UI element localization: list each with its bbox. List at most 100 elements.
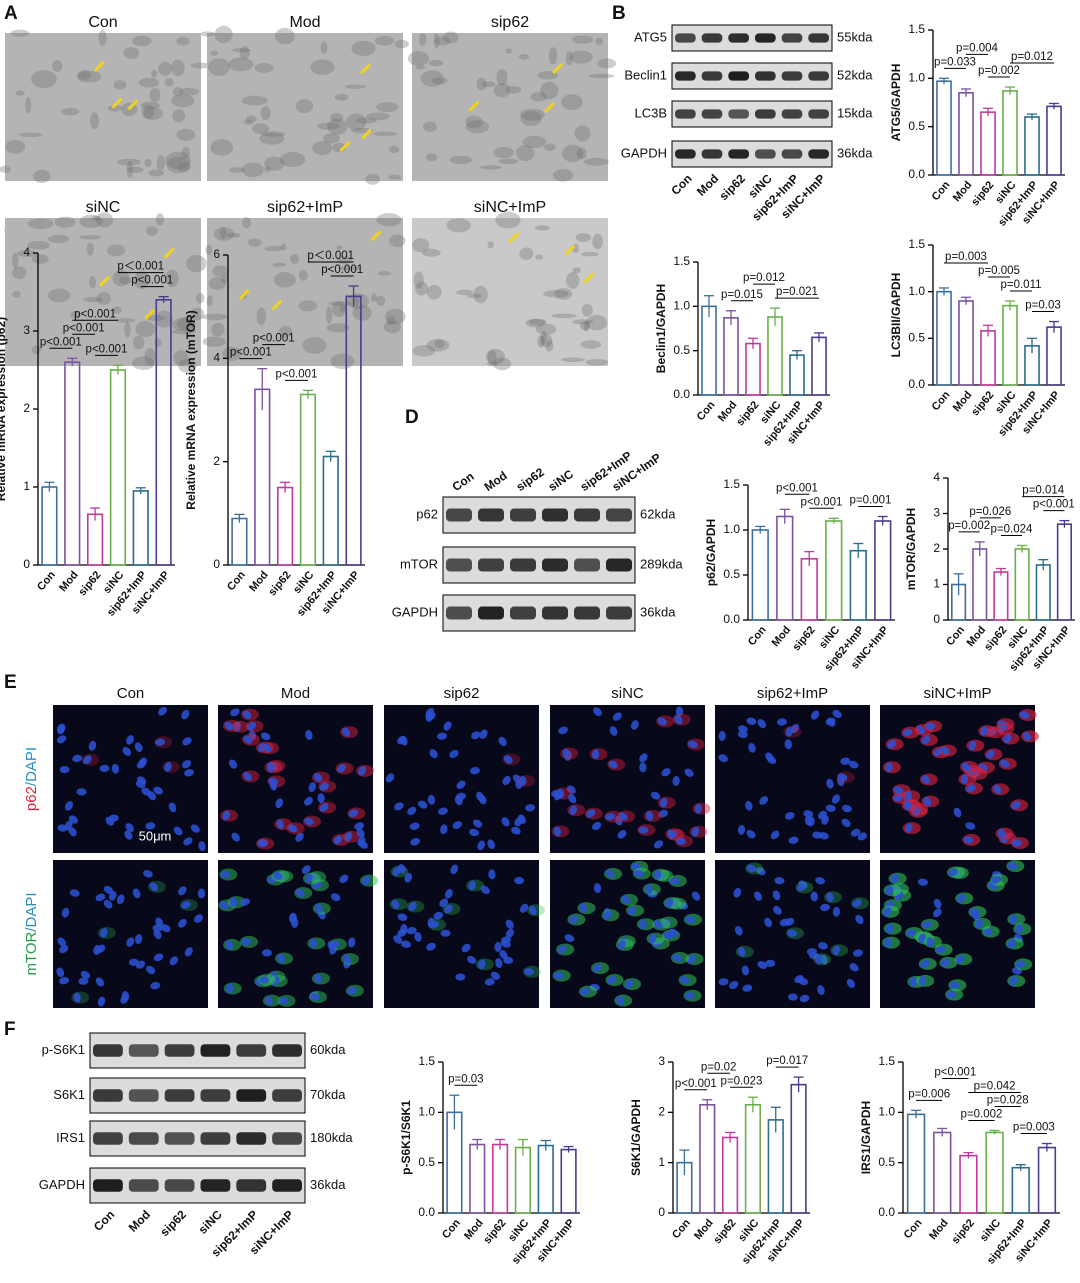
em-texture (256, 307, 267, 326)
band-label: GAPDH (39, 1177, 85, 1192)
bar (560, 1148, 577, 1214)
em-texture (61, 108, 80, 116)
em-texture (545, 340, 554, 352)
band-size: 55kda (837, 29, 873, 44)
em-arrow (238, 288, 250, 300)
blot-band (93, 1132, 123, 1145)
if-nucleus (56, 735, 67, 744)
if-nucleus (264, 995, 273, 1006)
if-nucleus (229, 897, 238, 908)
band-label: ATG5 (634, 29, 667, 44)
if-nucleus (494, 941, 502, 952)
if-nucleus (737, 730, 748, 739)
em-texture (208, 277, 226, 290)
if-nucleus (260, 732, 271, 741)
if-nucleus (145, 822, 156, 830)
if-nucleus (181, 709, 190, 720)
if-nucleus (592, 963, 602, 973)
if-nucleus (568, 794, 577, 804)
em-texture (241, 95, 268, 106)
band-size: 289kda (640, 556, 683, 571)
if-nucleus (586, 809, 596, 818)
if-nucleus (407, 806, 417, 816)
em-texture (112, 270, 130, 287)
em-texture (200, 31, 215, 37)
if-nucleus (56, 724, 65, 735)
em-texture (487, 350, 497, 365)
if-nucleus (275, 798, 284, 809)
em-texture (171, 59, 185, 77)
if-nucleus (327, 940, 336, 951)
y-tick-label: 1 (933, 577, 940, 591)
if-nucleus (645, 884, 653, 895)
if-nucleus (190, 824, 200, 833)
if-nucleus (78, 977, 89, 985)
if-nucleus (125, 823, 134, 833)
x-tick-label: sip62 (711, 1217, 738, 1246)
if-nucleus (103, 885, 114, 895)
if-nucleus (1015, 960, 1026, 968)
if-nucleus (718, 754, 728, 763)
em-texture (172, 317, 196, 332)
bar (1002, 304, 1018, 386)
if-nucleus (427, 794, 436, 805)
if-nucleus (95, 977, 105, 987)
bar (299, 393, 317, 566)
if-nucleus (960, 774, 969, 785)
em-texture (525, 318, 546, 328)
em-texture (330, 353, 355, 369)
em-texture (519, 247, 534, 261)
band-label: p62 (416, 506, 438, 521)
if-nucleus (178, 918, 187, 928)
lane-label: sip62 (716, 171, 748, 203)
if-nucleus (980, 726, 989, 736)
if-nucleus (1003, 733, 1012, 744)
if-nucleus (918, 933, 926, 944)
if-nucleus (993, 784, 1002, 794)
blot-strip (89, 1120, 306, 1157)
if-nucleus (348, 809, 359, 818)
band-label: GAPDH (621, 145, 667, 160)
if-nucleus (103, 899, 113, 909)
if-nucleus (1022, 731, 1032, 742)
if-nucleus (738, 946, 746, 957)
y-tick-label: 0 (933, 612, 940, 626)
if-nucleus (733, 887, 742, 898)
if-nucleus (818, 942, 828, 950)
y-tick-label: 3 (933, 506, 940, 520)
x-tick-label: Con (930, 389, 953, 413)
if-nucleus (890, 873, 899, 884)
if-nucleus (181, 901, 191, 909)
if-nucleus (230, 708, 240, 717)
em-arrow (370, 230, 382, 242)
if-nucleus (759, 796, 769, 805)
em-texture (505, 48, 513, 54)
blot-strip (442, 546, 636, 584)
if-nucleus (986, 750, 995, 759)
y-axis-label: Relative mRNA expression (mTOR) (184, 310, 198, 509)
em-texture (254, 62, 274, 73)
em-texture (431, 77, 448, 85)
blot-band (675, 71, 696, 81)
if-nucleus (765, 752, 774, 762)
em-texture (279, 151, 306, 168)
if-column-label: siNC+ImP (924, 685, 992, 702)
x-tick-label: Con (930, 179, 953, 203)
if-nucleus (468, 880, 476, 891)
if-nucleus (832, 906, 841, 917)
em-arrow (361, 128, 373, 140)
blot-band (200, 1044, 231, 1057)
if-nucleus (557, 945, 567, 954)
if-nucleus (1007, 862, 1018, 870)
if-nucleus (219, 901, 230, 910)
if-nucleus (197, 888, 206, 899)
if-nucleus (173, 826, 183, 836)
em-arrow (583, 272, 595, 284)
em-image (207, 33, 403, 181)
em-arrow (144, 308, 156, 320)
if-nucleus (612, 712, 622, 721)
bar (699, 1103, 716, 1214)
if-nucleus (394, 802, 404, 811)
if-nucleus (770, 830, 780, 840)
